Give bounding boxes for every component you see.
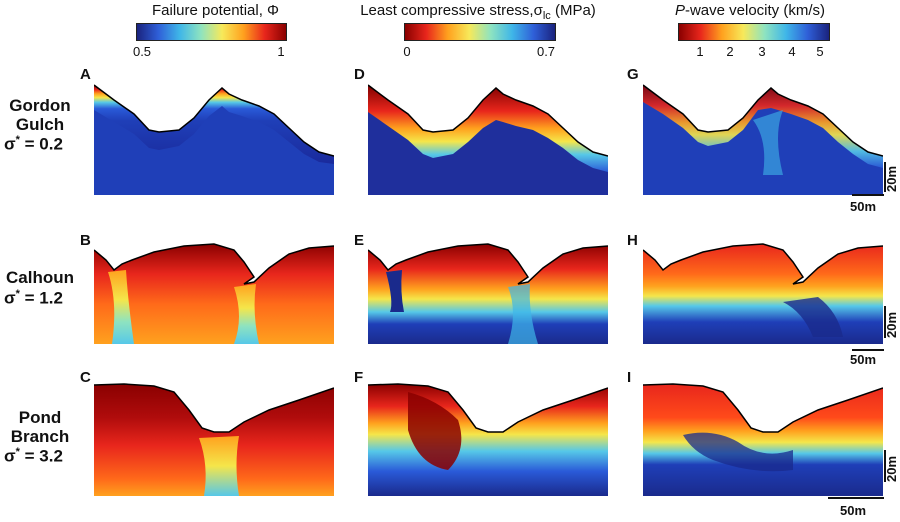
panel-label-f: F (354, 369, 364, 386)
panel-label-d: D (354, 66, 365, 83)
scale-label-horizontal-row2: 50m (850, 352, 877, 367)
colorbar-failure-potential (136, 23, 287, 41)
panel-f-least-compressive-stress-pond-branch (368, 380, 608, 496)
panel-label-c: C (80, 369, 91, 386)
colorbar-title-p-wave-velocity: P-wave velocity (km/s) (660, 2, 840, 19)
colorbar-tick-2: 2 (726, 44, 734, 59)
panel-label-e: E (354, 232, 365, 249)
site-label-line2: Gulch (15, 115, 65, 134)
site-label-gordon-gulch: Gordon Gulch (0, 96, 80, 134)
sigma-label-row2: σ* = 1.2 (4, 288, 63, 309)
panel-b-failure-potential-calhoun (94, 242, 334, 344)
colorbar-least-compressive-stress (404, 23, 556, 41)
sigma-symbol: σ (4, 134, 16, 154)
sigma-star: * (15, 446, 20, 458)
panel-h-p-wave-velocity-calhoun (643, 242, 883, 344)
scale-label-horizontal-row1: 50m (850, 199, 877, 214)
scale-bar-horizontal-row1 (852, 194, 884, 196)
colorbar-tick-max: 0.7 (536, 44, 556, 59)
sigma-symbol: σ (4, 446, 16, 466)
sigma-value: = 0.2 (19, 134, 63, 154)
panel-label-h: H (627, 232, 638, 249)
panel-label-a: A (80, 66, 91, 83)
scale-bar-vertical-row1 (884, 162, 886, 192)
panel-label-g: G (627, 66, 639, 83)
sigma-value: = 3.2 (19, 446, 63, 466)
panel-g-p-wave-velocity-gordon-gulch (643, 80, 883, 195)
colorbar-tick-4: 4 (788, 44, 796, 59)
scale-bar-horizontal-row2 (852, 349, 884, 351)
colorbar-title-p-rest: -wave velocity (km/s) (684, 2, 826, 19)
panel-label-b: B (80, 232, 91, 249)
sigma-label-row1: σ* = 0.2 (4, 134, 63, 155)
site-label-line2: Branch (10, 427, 70, 446)
colorbar-tick-1: 1 (696, 44, 704, 59)
site-label-line1: Calhoun (6, 268, 74, 287)
scale-label-vertical-row2: 20m (884, 311, 899, 338)
scale-bar-vertical-row3 (884, 450, 886, 482)
colorbar-tick-5: 5 (816, 44, 824, 59)
scale-label-horizontal-row3: 50m (840, 503, 867, 518)
panel-label-i: I (627, 369, 632, 386)
sigma-value: = 1.2 (19, 288, 63, 308)
colorbar-tick-3: 3 (758, 44, 766, 59)
colorbar-tick-min: 0 (403, 44, 411, 59)
scale-label-vertical-row3: 20m (884, 455, 899, 482)
colorbar-title-least-compressive-stress: Least compressive stress,σlc (MPa) (358, 2, 598, 22)
colorbar-title-stress-prefix: Least compressive stress,σ (360, 2, 543, 19)
colorbar-p-wave-velocity (678, 23, 830, 41)
panel-i-p-wave-velocity-pond-branch (643, 380, 883, 496)
colorbar-tick-max: 1 (277, 44, 285, 59)
sigma-symbol: σ (4, 288, 16, 308)
site-label-calhoun: Calhoun (0, 268, 80, 287)
sigma-star: * (15, 134, 20, 146)
scale-bar-vertical-row2 (884, 306, 886, 338)
site-label-line1: Pond (18, 408, 62, 427)
site-label-pond-branch: Pond Branch (0, 408, 80, 446)
site-label-line1: Gordon (9, 96, 71, 115)
colorbar-tick-min: 0.5 (132, 44, 152, 59)
colorbar-title-stress-suffix: (MPa) (550, 2, 596, 19)
scale-label-vertical-row1: 20m (884, 165, 899, 192)
colorbar-title-failure-potential: Failure potential, Φ (151, 2, 280, 19)
panel-d-least-compressive-stress-gordon-gulch (368, 80, 608, 195)
colorbar-title-stress-subscript: lc (542, 10, 551, 22)
panel-a-failure-potential-gordon-gulch (94, 80, 334, 195)
panel-c-failure-potential-pond-branch (94, 380, 334, 496)
scale-bar-horizontal-row3 (828, 497, 884, 499)
colorbar-title-p-italic: P (674, 2, 685, 19)
sigma-label-row3: σ* = 3.2 (4, 446, 63, 467)
sigma-star: * (15, 288, 20, 300)
panel-e-least-compressive-stress-calhoun (368, 242, 608, 344)
